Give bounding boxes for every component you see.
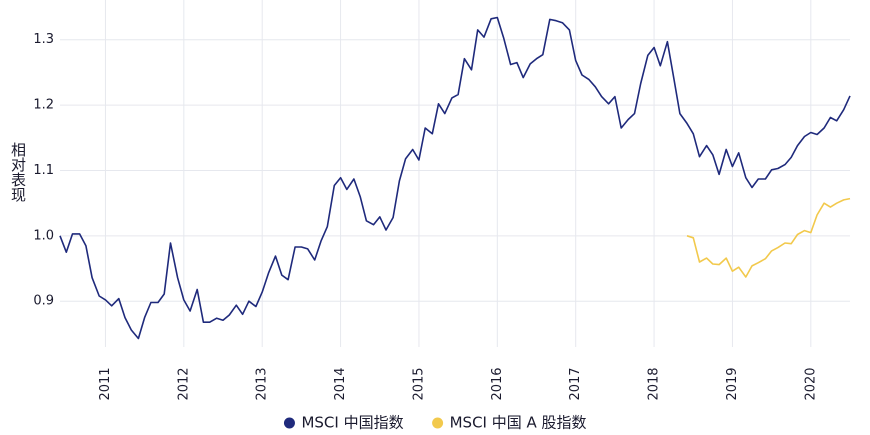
legend-marker — [432, 417, 444, 429]
y-tick-label: 0.9 — [33, 294, 54, 309]
x-tick-label: 2016 — [490, 367, 505, 400]
y-tick-label: 1.1 — [33, 163, 54, 178]
series-line — [59, 16, 851, 340]
x-tick-label: 2017 — [568, 367, 583, 400]
series-line — [686, 197, 851, 278]
x-tick-label: 2015 — [411, 367, 426, 400]
legend-marker — [283, 417, 295, 429]
legend: MSCI 中国指数 MSCI 中国 A 股指数 — [283, 414, 587, 432]
x-tick-label: 2013 — [255, 367, 270, 400]
x-tick-label: 2011 — [98, 367, 113, 400]
x-tick-label: 2012 — [176, 367, 191, 400]
x-tick-label: 2020 — [803, 367, 818, 400]
y-axis-label: 相对表现 — [9, 142, 27, 202]
legend-label: MSCI 中国 A 股指数 — [450, 414, 587, 432]
y-tick-label: 1.0 — [33, 228, 54, 243]
x-tick-label: 2014 — [333, 367, 348, 400]
y-tick-label: 1.2 — [33, 98, 54, 113]
y-tick-label: 1.3 — [33, 32, 54, 47]
x-tick-label: 2018 — [647, 367, 662, 400]
x-tick-label: 2019 — [725, 367, 740, 400]
legend-label: MSCI 中国指数 — [301, 414, 403, 432]
